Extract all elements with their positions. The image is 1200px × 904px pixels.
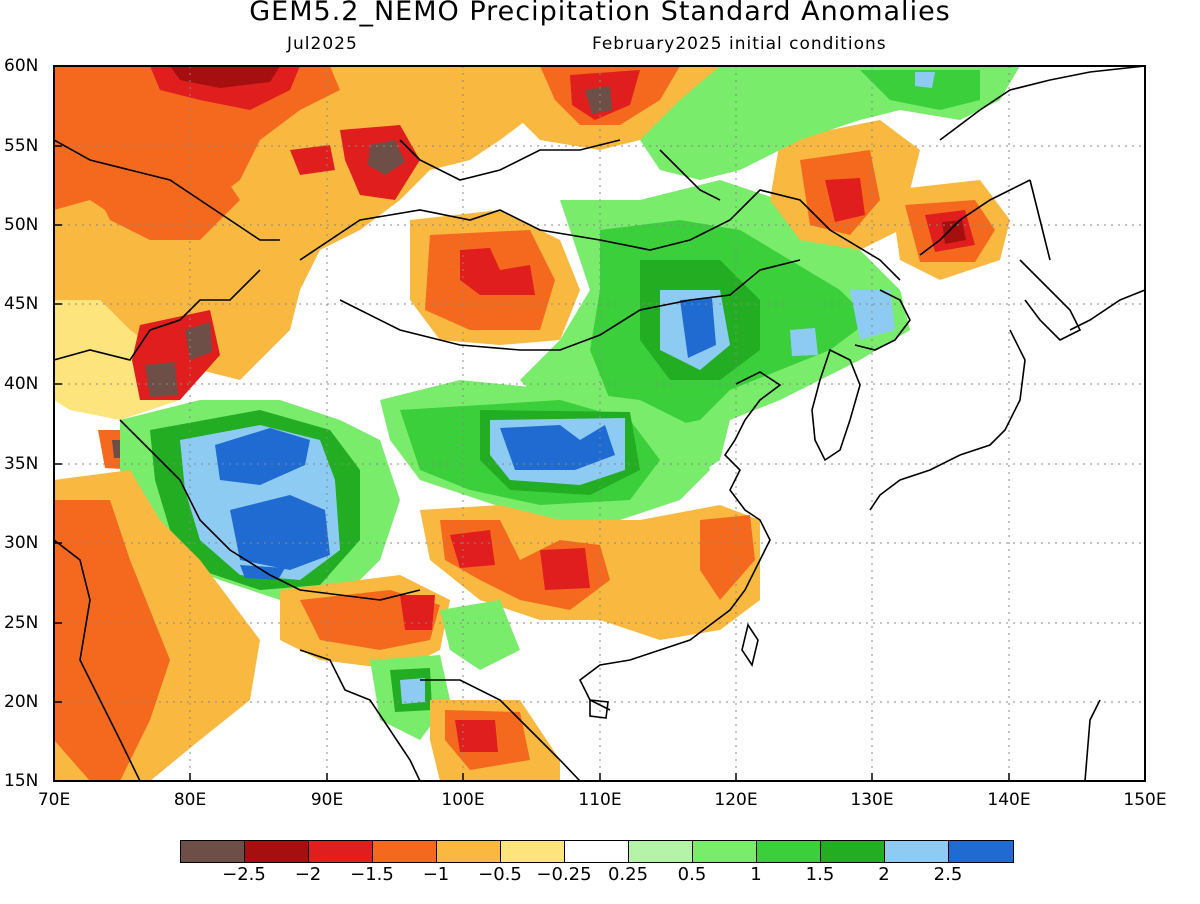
colorbar-swatch [501,841,565,862]
colorbar-tick-label: 2.5 [933,864,963,885]
colorbar-tick-label: 1 [750,864,762,885]
lon-label-120e: 120E [714,790,758,810]
wet-deep-central-china [500,425,615,470]
lon-label-110e: 110E [578,790,622,810]
colorbar-tick-label: −2.5 [222,864,266,885]
wet-deep-north-china [680,298,716,358]
colorbar-tick-label: −1 [422,864,450,885]
dry-extreme-siberia [585,86,612,114]
lat-label-40n: 40N [4,374,39,394]
lat-label-35n: 35N [4,454,39,474]
colorbar-swatch [693,841,757,862]
colorbar-swatch [245,841,309,862]
wet-core-northeast [860,70,980,110]
colorbar-swatch [181,841,245,862]
dry-strong-manchuria [825,178,865,222]
lon-label-70e: 70E [37,790,71,810]
lat-label-45n: 45N [4,294,39,314]
colorbar-swatch [949,841,1013,862]
colorbar-tick-label: 2 [878,864,890,885]
colorbar-swatch [373,841,437,862]
lon-label-150e: 150E [1123,790,1167,810]
dry-strong-thailand [455,720,498,752]
colorbar-tick-label: −2 [294,864,322,885]
colorbar-tick-label: −0.25 [536,864,592,885]
lat-label-25n: 25N [4,613,39,633]
dry-region-east-china [700,515,755,600]
lon-label-90e: 90E [310,790,344,810]
dry-strong-burma [400,595,435,630]
lon-label-140e: 140E [987,790,1031,810]
forecast-month: Jul2025 [287,34,358,54]
wet-blue-northeast [850,290,895,340]
lat-label-30n: 30N [4,533,39,553]
wet-region-south [440,600,520,670]
lat-label-55n: 55N [4,136,39,156]
colorbar-tick-label: −0.5 [478,864,522,885]
dry-strong-mongolia [460,248,535,295]
axis-ticks [53,65,1146,782]
dry-spot-1-core [368,140,405,175]
colorbar-swatch [757,841,821,862]
lon-label-100e: 100E [441,790,485,810]
lat-label-60n: 60N [4,56,39,76]
dry-extreme-far-east [942,220,966,244]
colorbar-swatch [565,841,629,862]
dry-strong-south-china-2 [540,548,590,590]
dry-extreme-northwest [170,66,280,88]
colorbar-swatch [629,841,693,862]
colorbar-tick-label: −1.5 [350,864,394,885]
dry-strong-south-china-1 [450,530,495,568]
wet-blue-northeast-top [915,72,935,88]
chart-title: GEM5.2_NEMO Precipitation Standard Anoma… [249,0,951,27]
colorbar-swatch [885,841,949,862]
coastlines-borders [54,66,1145,781]
lat-label-50n: 50N [4,215,39,235]
colorbar-tick-label: 1.5 [805,864,835,885]
colorbar-legend [180,840,1014,863]
lat-label-20n: 20N [4,692,39,712]
wet-blue-indochina [400,678,425,704]
lat-label-15n: 15N [4,771,39,791]
lon-label-130e: 130E [850,790,894,810]
wet-deep-tibet-2 [230,495,330,570]
initial-conditions: February2025 initial conditions [592,34,887,54]
dry-spot-3b-core [185,322,212,360]
colorbar-tick-label: 0.5 [677,864,707,885]
colorbar-swatch [437,841,501,862]
wet-blue-northeast-2 [790,328,818,356]
colorbar-swatch [821,841,885,862]
lon-label-80e: 80E [173,790,207,810]
dry-spot-2 [290,145,335,175]
map-grid [54,66,1145,781]
colorbar-tick-label: 0.25 [607,864,649,885]
colorbar-swatch [309,841,373,862]
wet-deep-tibet-1 [215,428,310,485]
dry-spot-3-core [145,362,178,397]
